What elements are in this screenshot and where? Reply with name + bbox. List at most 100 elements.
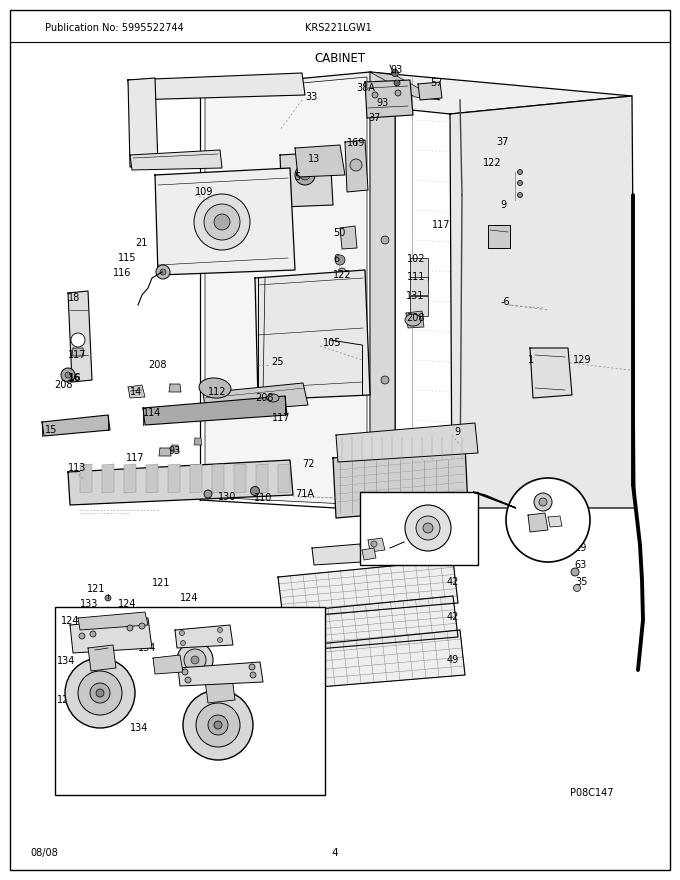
Polygon shape — [278, 560, 458, 618]
Circle shape — [381, 106, 389, 114]
Text: 124: 124 — [61, 616, 80, 626]
Text: 101: 101 — [570, 505, 588, 515]
Circle shape — [65, 372, 71, 378]
Text: 124: 124 — [180, 593, 199, 603]
Text: 93: 93 — [390, 65, 403, 75]
Text: P08C147: P08C147 — [570, 788, 613, 798]
Circle shape — [338, 268, 346, 276]
Circle shape — [204, 490, 212, 498]
Circle shape — [394, 80, 400, 86]
Text: 42: 42 — [447, 577, 460, 587]
Circle shape — [295, 165, 315, 185]
Polygon shape — [278, 630, 465, 690]
Text: 116: 116 — [113, 268, 131, 278]
Polygon shape — [473, 492, 516, 508]
Text: 37: 37 — [368, 113, 380, 123]
Polygon shape — [72, 348, 84, 356]
Circle shape — [65, 658, 135, 728]
Text: 50: 50 — [333, 228, 345, 238]
Text: 49: 49 — [447, 655, 459, 665]
Text: 42: 42 — [447, 612, 460, 622]
Text: 120: 120 — [57, 695, 75, 705]
Text: 103: 103 — [558, 523, 577, 533]
Circle shape — [571, 568, 579, 576]
Polygon shape — [102, 464, 114, 493]
Text: 6: 6 — [333, 254, 339, 264]
Text: 35: 35 — [575, 577, 588, 587]
Polygon shape — [234, 464, 246, 493]
Text: 21: 21 — [135, 238, 148, 248]
Circle shape — [517, 193, 522, 197]
Circle shape — [250, 672, 256, 678]
Circle shape — [381, 236, 389, 244]
Text: 134: 134 — [130, 723, 148, 733]
Text: 18: 18 — [68, 293, 80, 303]
Text: 37: 37 — [496, 137, 509, 147]
Text: 114: 114 — [143, 408, 161, 418]
Circle shape — [78, 671, 122, 715]
Text: 110: 110 — [254, 493, 273, 503]
Circle shape — [71, 333, 85, 347]
Polygon shape — [203, 383, 308, 413]
Polygon shape — [178, 662, 263, 686]
Text: Publication No: 5995522744: Publication No: 5995522744 — [45, 23, 184, 33]
Polygon shape — [530, 348, 572, 398]
Circle shape — [350, 159, 362, 171]
Circle shape — [372, 92, 378, 98]
Polygon shape — [212, 464, 224, 493]
Circle shape — [182, 669, 188, 675]
Text: 117: 117 — [432, 220, 450, 230]
Circle shape — [218, 627, 222, 633]
Text: 134: 134 — [138, 643, 156, 653]
Circle shape — [214, 721, 222, 729]
Polygon shape — [143, 396, 287, 425]
Circle shape — [300, 170, 310, 180]
Polygon shape — [362, 548, 376, 560]
Circle shape — [249, 664, 255, 670]
Text: 29: 29 — [574, 543, 586, 553]
Circle shape — [395, 90, 401, 96]
Text: 38A: 38A — [356, 83, 375, 93]
Circle shape — [61, 368, 75, 382]
Polygon shape — [194, 438, 202, 445]
Text: 160: 160 — [419, 547, 437, 557]
Polygon shape — [68, 291, 92, 382]
Polygon shape — [406, 311, 424, 328]
Polygon shape — [548, 516, 562, 527]
Circle shape — [534, 493, 552, 511]
Polygon shape — [200, 72, 632, 114]
Text: 124: 124 — [118, 599, 137, 609]
Text: 122: 122 — [483, 158, 502, 168]
Polygon shape — [128, 385, 145, 398]
Polygon shape — [153, 655, 183, 674]
Polygon shape — [128, 78, 158, 167]
Text: KRS221LGW1: KRS221LGW1 — [305, 23, 372, 33]
Text: 117: 117 — [126, 453, 145, 463]
Circle shape — [160, 269, 166, 275]
Ellipse shape — [199, 378, 231, 398]
Polygon shape — [312, 544, 362, 565]
Text: 120: 120 — [195, 668, 214, 678]
Text: 28: 28 — [524, 491, 537, 501]
Text: 105: 105 — [323, 338, 341, 348]
Circle shape — [405, 505, 451, 551]
Polygon shape — [450, 96, 635, 508]
Circle shape — [539, 498, 547, 506]
Circle shape — [177, 642, 213, 678]
Text: 131: 131 — [406, 291, 424, 301]
Polygon shape — [175, 625, 233, 648]
Polygon shape — [155, 168, 295, 275]
Circle shape — [250, 487, 260, 495]
Text: 134: 134 — [193, 633, 211, 643]
Bar — [360, 492, 478, 565]
Polygon shape — [278, 596, 458, 652]
Text: 63: 63 — [574, 560, 586, 570]
Text: 9: 9 — [454, 427, 460, 437]
Polygon shape — [171, 445, 179, 452]
Polygon shape — [169, 384, 181, 392]
Text: 208: 208 — [255, 393, 273, 403]
Circle shape — [79, 633, 85, 639]
Text: 102: 102 — [407, 254, 426, 264]
Polygon shape — [124, 464, 136, 493]
Polygon shape — [295, 145, 345, 177]
